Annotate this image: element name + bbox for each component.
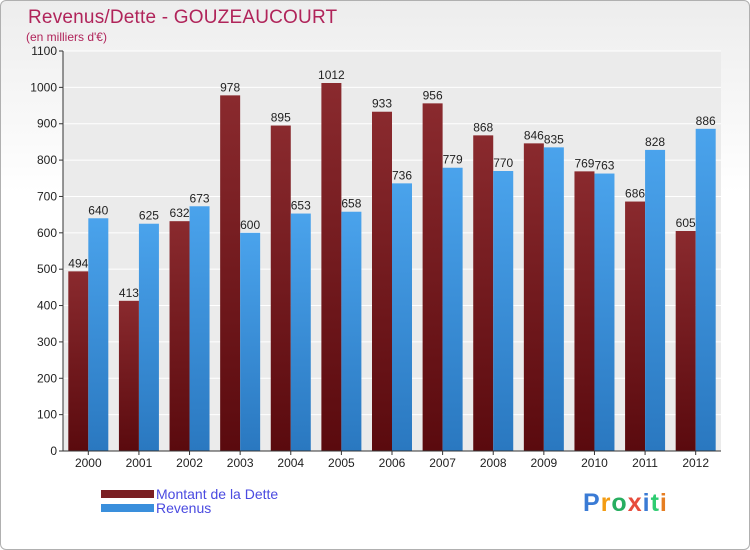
data-label: 736 bbox=[392, 168, 412, 182]
data-label: 868 bbox=[473, 120, 493, 134]
y-tick-label: 600 bbox=[37, 226, 57, 240]
data-label: 769 bbox=[574, 156, 594, 170]
data-label: 673 bbox=[190, 191, 210, 205]
data-label: 413 bbox=[119, 286, 139, 300]
bar-dette bbox=[270, 125, 291, 451]
legend-swatch-revenus bbox=[101, 504, 154, 512]
data-label: 640 bbox=[88, 203, 108, 217]
bar-revenus bbox=[493, 171, 514, 451]
bar-revenus bbox=[290, 213, 311, 451]
chart-subtitle: (en milliers d'€) bbox=[26, 30, 107, 44]
y-tick-label: 1000 bbox=[30, 80, 57, 94]
y-tick-label: 0 bbox=[50, 444, 57, 458]
x-tick-label: 2005 bbox=[328, 456, 355, 470]
bar-dette bbox=[372, 111, 392, 452]
y-tick-label: 200 bbox=[37, 371, 57, 385]
bar-dette bbox=[68, 271, 89, 451]
logo-letter: r bbox=[600, 489, 612, 517]
legend-item-revenus: Revenus bbox=[101, 500, 278, 516]
bar-revenus bbox=[695, 128, 716, 451]
bar-dette bbox=[523, 143, 544, 451]
data-label: 835 bbox=[544, 132, 564, 146]
data-label: 956 bbox=[423, 88, 443, 102]
data-label: 770 bbox=[493, 156, 513, 170]
bar-dette bbox=[574, 171, 595, 451]
x-tick-label: 2006 bbox=[379, 456, 406, 470]
bar-revenus bbox=[189, 206, 210, 451]
chart-legend: Montant de la Dette Revenus bbox=[101, 486, 279, 516]
bar-revenus bbox=[88, 218, 109, 451]
bar-revenus bbox=[543, 147, 564, 451]
data-label: 1012 bbox=[318, 68, 345, 82]
x-tick-label: 2003 bbox=[227, 456, 254, 470]
data-label: 779 bbox=[443, 153, 463, 167]
bar-dette bbox=[422, 103, 443, 451]
logo-letter: i bbox=[642, 489, 651, 517]
logo-letter: t bbox=[650, 489, 660, 517]
x-tick-label: 2002 bbox=[176, 456, 203, 470]
data-label: 978 bbox=[220, 80, 240, 94]
bar-dette bbox=[625, 201, 646, 451]
x-tick-label: 2009 bbox=[530, 456, 557, 470]
y-tick-label: 900 bbox=[37, 117, 57, 131]
bar-dette bbox=[169, 221, 190, 451]
data-label: 600 bbox=[240, 218, 260, 232]
data-label: 605 bbox=[676, 216, 696, 230]
bar-revenus bbox=[138, 223, 159, 451]
legend-label-debt: Montant de la Dette bbox=[156, 486, 279, 502]
x-tick-label: 2011 bbox=[632, 456, 658, 470]
bar-revenus bbox=[392, 183, 412, 451]
y-tick-label: 400 bbox=[37, 299, 57, 313]
data-label: 886 bbox=[696, 114, 716, 128]
x-tick-label: 2007 bbox=[429, 456, 456, 470]
bar-revenus bbox=[442, 167, 463, 451]
x-tick-label: 2008 bbox=[480, 456, 507, 470]
x-tick-label: 2004 bbox=[277, 456, 304, 470]
data-label: 895 bbox=[271, 111, 291, 125]
data-label: 846 bbox=[524, 128, 544, 142]
data-label: 828 bbox=[645, 135, 665, 149]
logo-letter: i bbox=[659, 489, 668, 517]
y-tick-label: 300 bbox=[37, 335, 57, 349]
data-label: 933 bbox=[372, 97, 392, 111]
data-label: 632 bbox=[170, 206, 190, 220]
x-tick-label: 2000 bbox=[75, 456, 102, 470]
chart-title: Revenus/Dette - GOUZEAUCOURT bbox=[28, 7, 338, 28]
legend-label-revenus: Revenus bbox=[156, 500, 212, 516]
bar-dette bbox=[118, 300, 139, 451]
legend-swatch-debt bbox=[101, 490, 154, 498]
data-label: 653 bbox=[291, 199, 311, 213]
data-label: 686 bbox=[625, 187, 645, 201]
logo-letter: P bbox=[583, 489, 601, 517]
x-tick-label: 2010 bbox=[581, 456, 608, 470]
data-label: 625 bbox=[139, 209, 159, 223]
y-tick-label: 1100 bbox=[31, 44, 57, 58]
y-tick-label: 700 bbox=[37, 189, 57, 203]
legend-item-debt: Montant de la Dette bbox=[101, 486, 279, 502]
bar-dette bbox=[473, 135, 494, 451]
bar-revenus bbox=[645, 149, 666, 451]
proxiti-logo: Proxiti bbox=[583, 489, 668, 518]
bar-dette bbox=[675, 231, 696, 451]
data-label: 763 bbox=[594, 159, 614, 173]
bar-revenus bbox=[341, 211, 362, 451]
y-tick-label: 800 bbox=[37, 153, 57, 167]
y-tick-label: 100 bbox=[37, 408, 57, 422]
x-tick-label: 2012 bbox=[682, 456, 709, 470]
logo-letter: o bbox=[611, 489, 628, 517]
bar-dette bbox=[321, 83, 342, 451]
data-label: 658 bbox=[341, 197, 361, 211]
bar-dette bbox=[220, 95, 241, 451]
data-label: 494 bbox=[68, 256, 88, 270]
logo-letter: x bbox=[627, 489, 643, 517]
y-tick-label: 500 bbox=[37, 262, 57, 276]
x-tick-label: 2001 bbox=[126, 456, 153, 470]
bar-revenus bbox=[240, 232, 261, 451]
bar-revenus bbox=[594, 173, 615, 451]
